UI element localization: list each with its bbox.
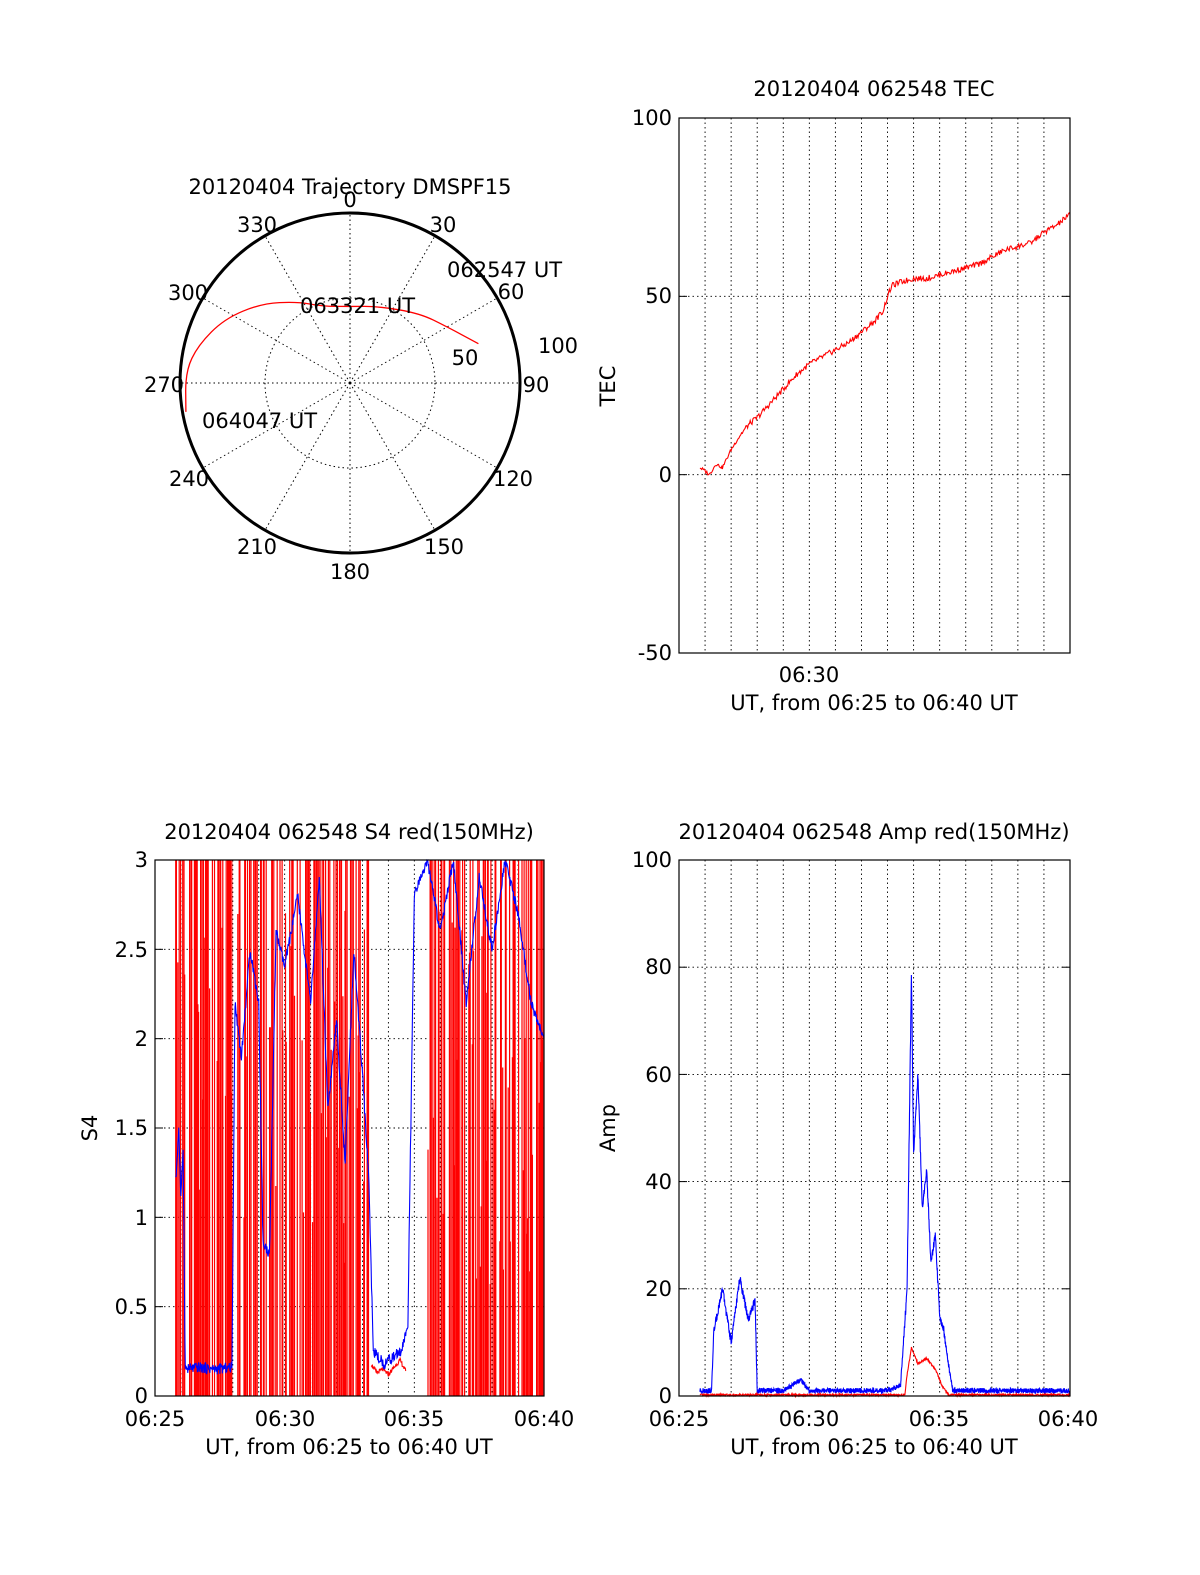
tec-line <box>699 211 1071 476</box>
s4-x-axis-label: UT, from 06:25 to 06:40 UT <box>205 1435 493 1459</box>
amp-ytick-label: 100 <box>632 848 672 872</box>
s4-xtick-label: 06:25 <box>125 1407 186 1431</box>
tec-y-tick-labels: -50 0 50 100 <box>632 106 672 665</box>
radial-label-50: 50 <box>452 346 479 370</box>
amp-ytick-label: 80 <box>645 955 672 979</box>
trajectory-series <box>185 301 479 412</box>
az-label-90: 90 <box>523 373 550 397</box>
s4-red-low-line <box>370 1356 407 1377</box>
polar-grid-spoke <box>202 382 351 469</box>
az-label-300: 300 <box>168 281 208 305</box>
amp-y-tick-labels: 0 20 40 60 80 100 <box>632 848 672 1408</box>
az-label-30: 30 <box>430 213 457 237</box>
tec-series <box>699 211 1071 476</box>
amp-y-axis-label: Amp <box>596 1104 620 1152</box>
s4-ytick-label: 2 <box>135 1027 148 1051</box>
amp-plot-frame <box>678 859 1071 1397</box>
az-label-330: 330 <box>237 213 277 237</box>
tec-x-axis-label: UT, from 06:25 to 06:40 UT <box>730 691 1018 715</box>
az-label-60: 60 <box>498 280 525 304</box>
amp-grid <box>679 859 1070 1397</box>
amp-title: 20120404 062548 Amp red(150MHz) <box>678 820 1069 844</box>
s4-title: 20120404 062548 S4 red(150MHz) <box>164 820 534 844</box>
amp-red-line <box>699 1346 1071 1399</box>
s4-xtick-label: 06:30 <box>255 1407 316 1431</box>
tec-ytick-label: 100 <box>632 106 672 130</box>
s4-series <box>175 859 545 1396</box>
az-label-180: 180 <box>330 560 370 584</box>
amp-blue-line <box>699 974 1071 1396</box>
s4-blue-line <box>175 859 545 1375</box>
radial-label-100: 100 <box>538 334 578 358</box>
s4-ytick-label: 0 <box>135 1384 148 1408</box>
s4-ytick-label: 3 <box>135 848 148 872</box>
az-label-120: 120 <box>493 467 533 491</box>
amp-ytick-label: 0 <box>659 1384 672 1408</box>
amp-x-axis-label: UT, from 06:25 to 06:40 UT <box>730 1435 1018 1459</box>
trajectory-annotation-end: 064047 UT <box>202 409 317 433</box>
polar-grid-spoke <box>349 235 436 384</box>
az-label-270: 270 <box>144 373 184 397</box>
amp-xtick-label: 06:35 <box>909 1407 970 1431</box>
amp-x-tick-labels: 06:25 06:30 06:35 06:40 <box>649 1407 1099 1431</box>
s4-ytick-label: 0.5 <box>115 1295 148 1319</box>
amp-ytick-label: 60 <box>645 1063 672 1087</box>
trajectory-annotation-mid: 063321 UT <box>300 294 415 318</box>
tec-y-axis-label: TEC <box>596 366 620 408</box>
s4-plot-frame <box>154 859 545 1397</box>
az-label-210: 210 <box>237 535 277 559</box>
tec-xtick-label: 06:30 <box>779 663 840 687</box>
s4-xtick-label: 06:35 <box>384 1407 445 1431</box>
polar-grid-spoke <box>349 382 436 531</box>
polar-azimuth-labels: 0 30 60 90 120 150 180 210 240 270 300 3… <box>144 188 549 584</box>
tec-panel: 20120404 062548 TEC -50 0 50 100 06:30 U… <box>596 77 1071 715</box>
az-label-150: 150 <box>424 535 464 559</box>
polar-grid-spoke <box>349 297 498 384</box>
s4-y-axis-label: S4 <box>78 1115 102 1142</box>
amp-xtick-label: 06:30 <box>779 1407 840 1431</box>
polar-grid-spoke <box>264 382 351 531</box>
s4-ytick-label: 1 <box>135 1206 148 1230</box>
amp-series <box>699 974 1071 1399</box>
amp-ytick-label: 40 <box>645 1170 672 1194</box>
s4-y-tick-labels: 0 0.5 1 1.5 2 2.5 3 <box>115 848 148 1408</box>
polar-grid-ring <box>264 297 436 469</box>
trajectory-annotation-start: 062547 UT <box>447 258 562 282</box>
polar-grid-spoke <box>349 382 498 469</box>
tec-ytick-label: 50 <box>645 284 672 308</box>
s4-xtick-label: 06:40 <box>514 1407 575 1431</box>
trajectory-title: 20120404 Trajectory DMSPF15 <box>188 175 511 199</box>
polar-grid-spoke <box>264 235 351 384</box>
tec-plot-frame <box>678 117 1071 654</box>
s4-panel: 20120404 062548 S4 red(150MHz) 0 0.5 1 1… <box>78 820 574 1459</box>
az-label-0: 0 <box>343 188 356 212</box>
tec-title: 20120404 062548 TEC <box>753 77 994 101</box>
amp-panel: 20120404 062548 Amp red(150MHz) 0 20 40 … <box>596 820 1098 1459</box>
s4-ytick-label: 1.5 <box>115 1116 148 1140</box>
amp-ytick-label: 20 <box>645 1277 672 1301</box>
s4-red-spikes <box>175 860 544 1396</box>
polar-outer-circle <box>178 211 522 555</box>
tec-ytick-label: 0 <box>659 463 672 487</box>
tec-grid <box>679 117 1070 654</box>
az-label-240: 240 <box>169 467 209 491</box>
s4-x-tick-labels: 06:25 06:30 06:35 06:40 <box>125 1407 575 1431</box>
trajectory-panel: 20120404 Trajectory DMSPF15 0 30 60 90 1… <box>144 175 578 584</box>
tec-ytick-label: -50 <box>638 641 672 665</box>
amp-xtick-label: 06:40 <box>1038 1407 1099 1431</box>
s4-ytick-label: 2.5 <box>115 938 148 962</box>
amp-xtick-label: 06:25 <box>649 1407 710 1431</box>
polar-grid-spoke <box>202 297 351 384</box>
trajectory-line <box>185 301 479 412</box>
